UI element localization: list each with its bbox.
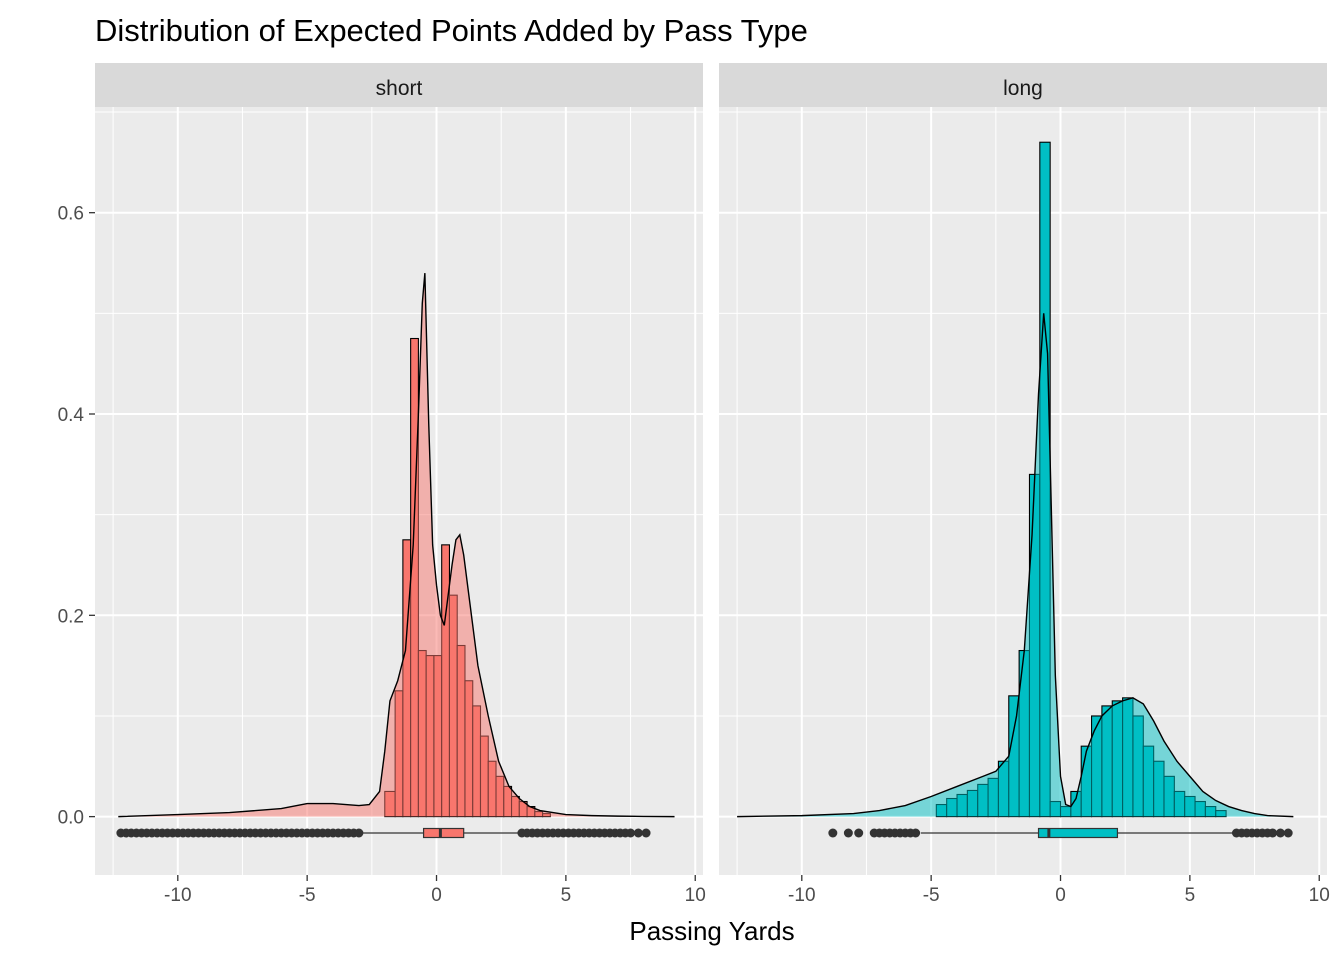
density-curve [737, 313, 1294, 818]
facet-panel-short: short -10 -5 0 5 10 [95, 63, 706, 906]
boxplot-outlier [354, 828, 364, 838]
facet-strip [95, 63, 703, 107]
boxplot-outlier [633, 828, 643, 838]
facet-strip [719, 63, 1327, 107]
y-axis: 0.0 0.2 0.4 0.6 [58, 204, 95, 829]
boxplot-outlier [1283, 828, 1293, 838]
facet-strip-label: long [1003, 77, 1043, 100]
density-curve [118, 273, 675, 818]
boxplot-outlier [911, 828, 921, 838]
boxplot-outlier [1268, 828, 1278, 838]
x-tick-label: 5 [1185, 885, 1196, 906]
gridlines [719, 107, 1327, 875]
boxplot-outlier [843, 828, 853, 838]
boxplot-outlier [854, 828, 864, 838]
x-tick-label: 0 [1055, 885, 1066, 906]
y-tick-label: 0.2 [58, 606, 84, 627]
x-axis-short: -10 -5 0 5 10 [164, 875, 706, 906]
density-area [118, 273, 675, 817]
boxplot-box [422, 827, 465, 839]
facet-panels: short -10 -5 0 5 10 long -10 -5 0 5 10 [95, 63, 1330, 906]
facet-strip-label: short [376, 77, 423, 100]
y-tick-label: 0.0 [58, 808, 84, 829]
x-axis-label: Passing Yards [629, 916, 794, 946]
boxplot [828, 827, 1293, 839]
x-tick-label: 5 [561, 885, 572, 906]
boxplot-box [1037, 827, 1119, 839]
y-tick-label: 0.4 [58, 405, 85, 426]
x-axis-long: -10 -5 0 5 10 [788, 875, 1330, 906]
boxplot [116, 827, 651, 839]
x-tick-label: -5 [923, 885, 940, 906]
boxplot-outlier [828, 828, 838, 838]
boxplot-outlier [1275, 828, 1285, 838]
x-tick-label: 10 [1309, 885, 1330, 906]
boxplot-outlier [626, 828, 636, 838]
x-tick-label: 10 [685, 885, 706, 906]
x-tick-label: -5 [299, 885, 316, 906]
chart-title: Distribution of Expected Points Added by… [95, 13, 808, 48]
x-tick-label: -10 [164, 885, 191, 906]
boxplot-outlier [641, 828, 651, 838]
y-tick-label: 0.6 [58, 204, 84, 225]
facet-panel-long: long -10 -5 0 5 10 [719, 63, 1330, 906]
x-tick-label: 0 [431, 885, 442, 906]
x-tick-label: -10 [788, 885, 815, 906]
